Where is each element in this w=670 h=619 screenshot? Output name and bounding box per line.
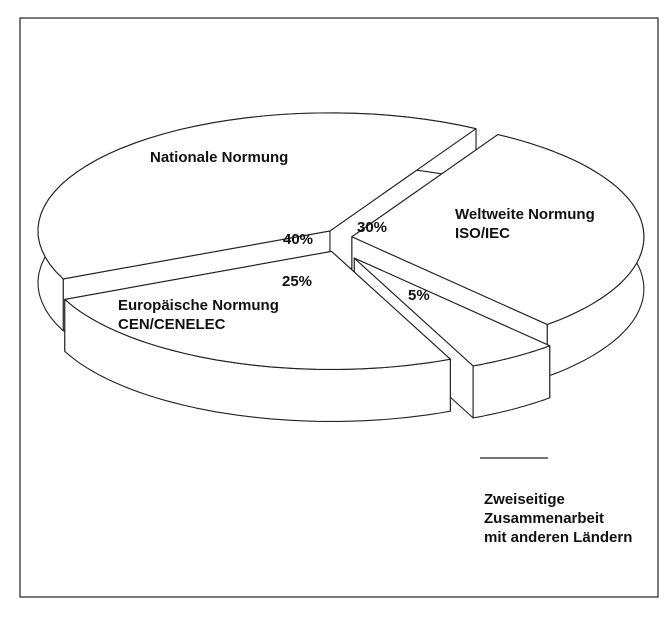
- value-label: 30%: [357, 219, 388, 236]
- category-label: Europäische Normung CEN/CENELEC: [118, 297, 279, 333]
- slice: [37, 112, 477, 280]
- category-label: Weltweite Normung ISO/IEC: [455, 206, 595, 242]
- slice: [64, 250, 451, 370]
- value-label: 25%: [282, 273, 313, 290]
- frame: [19, 17, 659, 598]
- value-label: 5%: [408, 287, 430, 304]
- slice: [351, 134, 645, 326]
- value-label: 40%: [283, 231, 314, 248]
- category-label: Zweiseitige Zusammenarbeit mit anderen L…: [484, 491, 633, 546]
- slice: [353, 257, 551, 367]
- category-label: Nationale Normung: [150, 149, 289, 166]
